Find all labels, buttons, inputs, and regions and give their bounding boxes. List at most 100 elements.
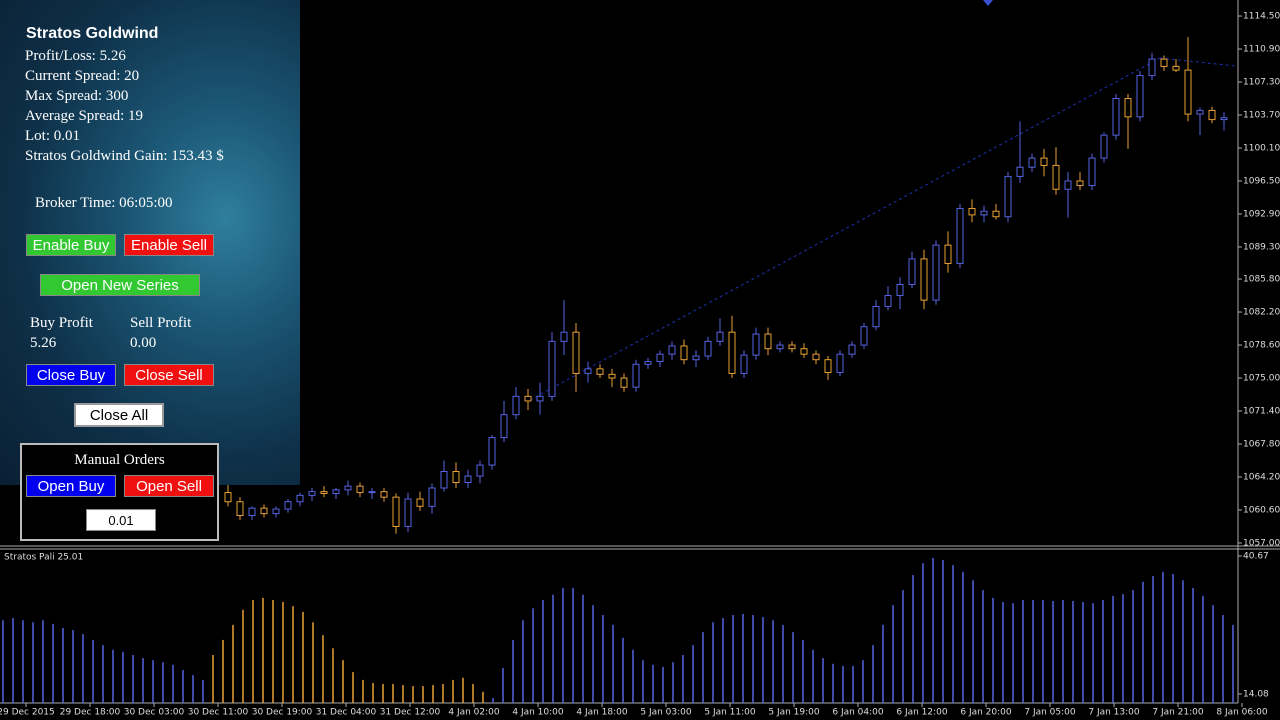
candle-body: [932, 244, 940, 301]
candle-body: [512, 395, 520, 416]
trend-line: [529, 57, 1161, 401]
manual-title: Manual Orders: [74, 452, 165, 468]
candle-body: [740, 354, 748, 374]
candle-body: [1028, 157, 1036, 168]
close-buy-button[interactable]: Close Buy: [26, 364, 116, 386]
x-tick-label: 6 Jan 20:00: [960, 708, 1012, 718]
x-tick-label: 29 Dec 18:00: [60, 708, 121, 718]
y-tick-label: 1114.50: [1243, 12, 1280, 22]
x-tick-label: 5 Jan 03:00: [640, 708, 692, 718]
candle-body: [392, 496, 400, 527]
sell-profit-label: Sell Profit: [130, 315, 192, 331]
candle-body: [560, 331, 568, 342]
stat: Average Spread: 19: [25, 108, 144, 124]
candle-body: [764, 333, 772, 350]
candle-body: [920, 258, 928, 301]
x-tick-label: 31 Dec 04:00: [316, 708, 377, 718]
candle-body: [1124, 98, 1132, 118]
y-tick-label: 1075.00: [1243, 374, 1280, 384]
candle-body: [608, 373, 616, 379]
x-tick-label: 6 Jan 12:00: [896, 708, 948, 718]
y-tick-label: 1071.40: [1243, 407, 1280, 417]
trend-line: [1159, 57, 1237, 67]
candle-body: [1136, 75, 1144, 118]
x-tick-label: 7 Jan 13:00: [1088, 708, 1140, 718]
candle-body: [1184, 69, 1192, 115]
close-all-button[interactable]: Close All: [74, 403, 164, 427]
candle-body: [1040, 157, 1048, 166]
x-tick-label: 30 Dec 03:00: [124, 708, 185, 718]
candle-body: [332, 489, 340, 494]
candle-body: [1016, 166, 1024, 177]
y-tick-label: 1067.80: [1243, 440, 1280, 450]
candle-body: [848, 344, 856, 355]
candle-body: [248, 507, 256, 516]
enable-sell-button[interactable]: Enable Sell: [124, 234, 214, 256]
candle-body: [320, 491, 328, 494]
candle-body: [1148, 58, 1156, 77]
candle-body: [272, 508, 280, 515]
y-tick-label: 14.08: [1243, 690, 1269, 700]
candle-body: [1088, 157, 1096, 187]
y-tick-label: 1089.30: [1243, 242, 1280, 252]
candle-body: [884, 295, 892, 308]
candle-body: [356, 485, 364, 494]
candle-body: [548, 340, 556, 397]
x-tick-label: 4 Jan 18:00: [576, 708, 628, 718]
candle-body: [416, 498, 424, 507]
candle-body: [824, 359, 832, 374]
candle-body: [440, 470, 448, 489]
buy-profit: 5.26: [30, 335, 57, 351]
candle-body: [1004, 175, 1012, 218]
candle-body: [584, 368, 592, 374]
candle-body: [632, 363, 640, 388]
candle-body: [368, 491, 376, 494]
open-buy-button[interactable]: Open Buy: [26, 475, 116, 497]
candle-body: [752, 333, 760, 356]
candle-body: [524, 395, 532, 402]
y-tick-label: 1057.00: [1243, 538, 1280, 548]
candle-body: [428, 487, 436, 507]
x-tick-label: 29 Dec 2015: [0, 708, 55, 718]
lot-input[interactable]: 0.01: [86, 509, 156, 531]
y-tick-label: 1078.60: [1243, 341, 1280, 351]
broker-time: Broker Time: 06:05:00: [35, 195, 173, 211]
marker: [983, 0, 993, 6]
y-tick-label: 1092.90: [1243, 209, 1280, 219]
candle-body: [236, 501, 244, 516]
stat: Lot: 0.01: [25, 128, 80, 144]
x-tick-label: 8 Jan 06:00: [1216, 708, 1268, 718]
candle-body: [452, 470, 460, 483]
candle-body: [1196, 109, 1204, 115]
candle-body: [380, 491, 388, 498]
candle-body: [296, 494, 304, 503]
candle-body: [572, 331, 580, 374]
candle-body: [704, 340, 712, 357]
candle-body: [836, 353, 844, 374]
manual-orders: Manual Orders Open Buy Open Sell 0.01: [20, 443, 219, 541]
candle-body: [224, 492, 232, 503]
open-new-series-button[interactable]: Open New Series: [40, 274, 200, 296]
stat: Stratos Goldwind Gain: 153.43 $: [25, 148, 224, 164]
open-sell-button[interactable]: Open Sell: [124, 475, 214, 497]
enable-buy-button[interactable]: Enable Buy: [26, 234, 116, 256]
candle-body: [620, 377, 628, 388]
candle-body: [908, 258, 916, 286]
buy-profit-label: Buy Profit: [30, 315, 93, 331]
candle-body: [728, 331, 736, 374]
candle-body: [344, 485, 352, 491]
candle-body: [668, 345, 676, 355]
close-sell-button[interactable]: Close Sell: [124, 364, 214, 386]
panel-title: Stratos Goldwind: [26, 25, 159, 42]
candle-body: [464, 475, 472, 483]
candle-body: [1160, 58, 1168, 67]
y-tick-label: 1100.10: [1243, 144, 1280, 154]
candle-body: [656, 353, 664, 363]
y-tick-label: 1107.30: [1243, 78, 1280, 88]
candle-body: [692, 355, 700, 361]
candle-body: [968, 207, 976, 216]
x-tick-label: 7 Jan 05:00: [1024, 708, 1076, 718]
candle-body: [308, 491, 316, 496]
candle-body: [872, 306, 880, 328]
